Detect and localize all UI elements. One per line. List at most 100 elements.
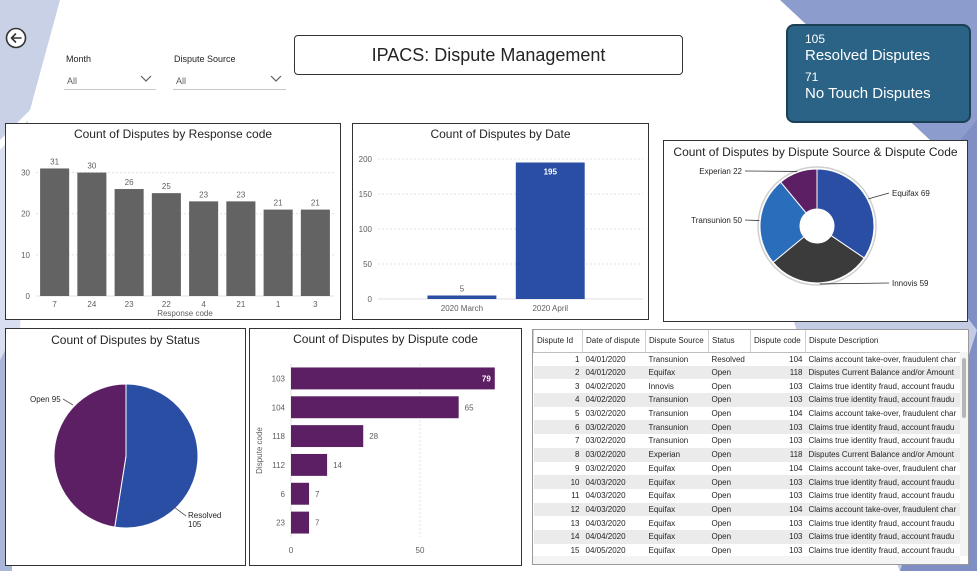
bar[interactable] — [300, 209, 330, 296]
column-header[interactable]: Date of dispute — [582, 330, 646, 353]
y-tick-label: 20 — [21, 210, 30, 219]
column-header[interactable]: Dispute code — [750, 330, 806, 353]
pie-slice[interactable] — [53, 383, 127, 528]
bar[interactable] — [291, 482, 310, 505]
table-row[interactable]: 15 04/05/2020 Equifax Open 103 Claims true id… — [534, 544, 969, 558]
table-row[interactable]: 10 04/03/2020 Equifax Open 103 Claims true id… — [533, 475, 968, 489]
scrollbar-thumb[interactable] — [962, 358, 966, 418]
source-code-chart[interactable]: Count of Disputes by Dispute Source & Di… — [663, 140, 968, 322]
table-cell: 04/02/2020 — [582, 393, 646, 407]
table-cell: Open — [711, 491, 732, 501]
y-tick-label: 50 — [363, 260, 372, 269]
table-cell: Claims account take-over, fraudulent cha… — [808, 463, 957, 473]
table-cell: 2 — [533, 365, 583, 380]
bar[interactable] — [77, 172, 107, 296]
bar[interactable] — [151, 193, 181, 296]
table-cell: 104 — [789, 409, 803, 419]
table-cell: 12 — [533, 502, 583, 517]
bar[interactable] — [291, 367, 495, 390]
pie-slice[interactable] — [816, 168, 875, 259]
table-row[interactable]: 8 03/02/2020 Experian Open 118 Disputes Curre… — [533, 447, 968, 462]
table-row[interactable]: 2 04/01/2020 Equifax Open 118 Disputes Curren… — [533, 365, 968, 380]
table-cell: 11 — [571, 491, 580, 501]
bar[interactable] — [114, 189, 144, 296]
column-header[interactable]: Status — [708, 330, 751, 353]
bar[interactable] — [515, 162, 585, 300]
table-row[interactable]: 11 04/03/2020 Equifax Open 103 Claims true id… — [534, 489, 969, 503]
table-row[interactable]: 5 03/02/2020 Transunion Open 104 Claims accou… — [534, 407, 969, 421]
status-chart[interactable]: Count of Disputes by Status Open 95 Resol… — [5, 328, 246, 566]
y-tick-label: 118 — [272, 432, 285, 441]
chevron-down-icon — [140, 75, 152, 82]
column-header[interactable]: Dispute Source — [645, 330, 709, 353]
table-cell: 103 — [750, 393, 806, 407]
table-row[interactable]: 1 04/01/2020 Transunion Resolved 104 Claims a… — [534, 352, 969, 366]
chart-title: Count of Disputes by Dispute code — [293, 332, 478, 346]
table-cell: 103 — [789, 436, 803, 446]
bar[interactable] — [291, 453, 328, 476]
bar[interactable] — [427, 295, 497, 300]
column-header[interactable]: Dispute Id — [533, 330, 583, 353]
data-label: 25 — [162, 182, 171, 191]
table-cell: 103 — [789, 518, 803, 528]
back-arrow-icon[interactable] — [5, 27, 27, 49]
table-cell: Open — [711, 436, 732, 446]
table-cell: 13 — [570, 518, 580, 528]
table-cell: 8 — [533, 447, 583, 462]
y-tick-label: 112 — [272, 461, 285, 470]
data-label: 195 — [544, 168, 558, 177]
table-row[interactable]: 4 04/02/2020 Transunion Open 103 Claims true … — [533, 393, 968, 407]
source-slicer-label: Dispute Source — [174, 54, 236, 64]
table-cell: 5 — [575, 409, 580, 419]
table-cell: Equifax — [645, 502, 709, 517]
y-tick-label: 10 — [21, 251, 30, 260]
table-cell: 104 — [750, 502, 806, 517]
kpi-card[interactable]: 105 Resolved Disputes 71 No Touch Disput… — [786, 24, 971, 123]
vertical-scrollbar[interactable] — [960, 352, 968, 556]
table-row[interactable]: 6 03/02/2020 Transunion Open 103 Claims true … — [533, 420, 968, 435]
table-cell: Claims account take-over, fraudulent cha… — [805, 502, 968, 517]
dispute-code-chart[interactable]: Count of Disputes by Dispute code 0 50 79 1… — [249, 328, 522, 566]
table-row[interactable]: 12 04/03/2020 Equifax Open 104 Claims account… — [533, 502, 968, 517]
bar[interactable] — [263, 209, 293, 296]
table-cell: Disputes Current Balance and/or Amount — [805, 365, 968, 380]
resolved-count: 105 — [805, 32, 826, 46]
table-cell: 118 — [750, 447, 806, 462]
table-row[interactable]: 3 04/02/2020 Innovis Open 103 Claims true ide… — [534, 379, 969, 393]
slice-label: Innovis 59 — [892, 279, 929, 288]
response-code-chart[interactable]: Count of Disputes by Response code 0 10 20… — [5, 123, 341, 320]
pie-slice[interactable] — [759, 181, 807, 264]
table-row[interactable]: 7 03/02/2020 Transunion Open 103 Claims true … — [534, 434, 969, 448]
bar[interactable] — [189, 201, 219, 296]
table-cell: Claims true identity fraud, account frau… — [808, 518, 955, 528]
bar[interactable] — [291, 425, 364, 448]
bar[interactable] — [226, 201, 256, 296]
source-slicer-dropdown[interactable]: All — [173, 70, 286, 90]
pie-slice[interactable] — [772, 234, 865, 284]
bar[interactable] — [40, 168, 70, 296]
x-tick-label: 24 — [87, 300, 96, 309]
table-cell: Transunion — [648, 409, 689, 419]
table-cell: Open — [708, 447, 751, 462]
table-cell: 03/02/2020 — [582, 420, 646, 435]
bar[interactable] — [291, 396, 459, 419]
notouch-count: 71 — [805, 70, 819, 84]
column-header[interactable]: Dispute Description — [805, 330, 968, 353]
table-row[interactable]: 13 04/03/2020 Equifax Open 103 Claims true id… — [534, 516, 969, 530]
date-chart[interactable]: Count of Disputes by Date 0 50 100 150 200 5 2… — [352, 123, 649, 320]
bar[interactable] — [291, 511, 310, 534]
pie-slice[interactable] — [779, 168, 818, 214]
table-row[interactable]: 9 03/02/2020 Equifax Open 104 Claims account … — [534, 462, 969, 476]
dispute-code-plot: 0 50 79 103 65 104 28 118 14 112 7 6 7 23 Dispute code — [255, 364, 495, 555]
table-cell: 15 — [570, 545, 580, 555]
x-tick-label: 3 — [313, 300, 318, 309]
table-cell: 04/03/2020 — [585, 491, 626, 501]
table-cell: Open — [711, 518, 732, 528]
table-cell: 04/01/2020 — [582, 365, 646, 380]
data-label: 79 — [482, 374, 491, 383]
table-row[interactable]: 14 04/04/2020 Equifax Open 103 Claims true id… — [533, 529, 968, 544]
horizontal-scrollbar[interactable] — [533, 556, 960, 564]
month-slicer-dropdown[interactable]: All — [64, 70, 156, 90]
dispute-table[interactable]: Dispute Id Date of dispute Dispute Source S… — [532, 329, 969, 565]
pie-slice[interactable] — [114, 383, 199, 529]
